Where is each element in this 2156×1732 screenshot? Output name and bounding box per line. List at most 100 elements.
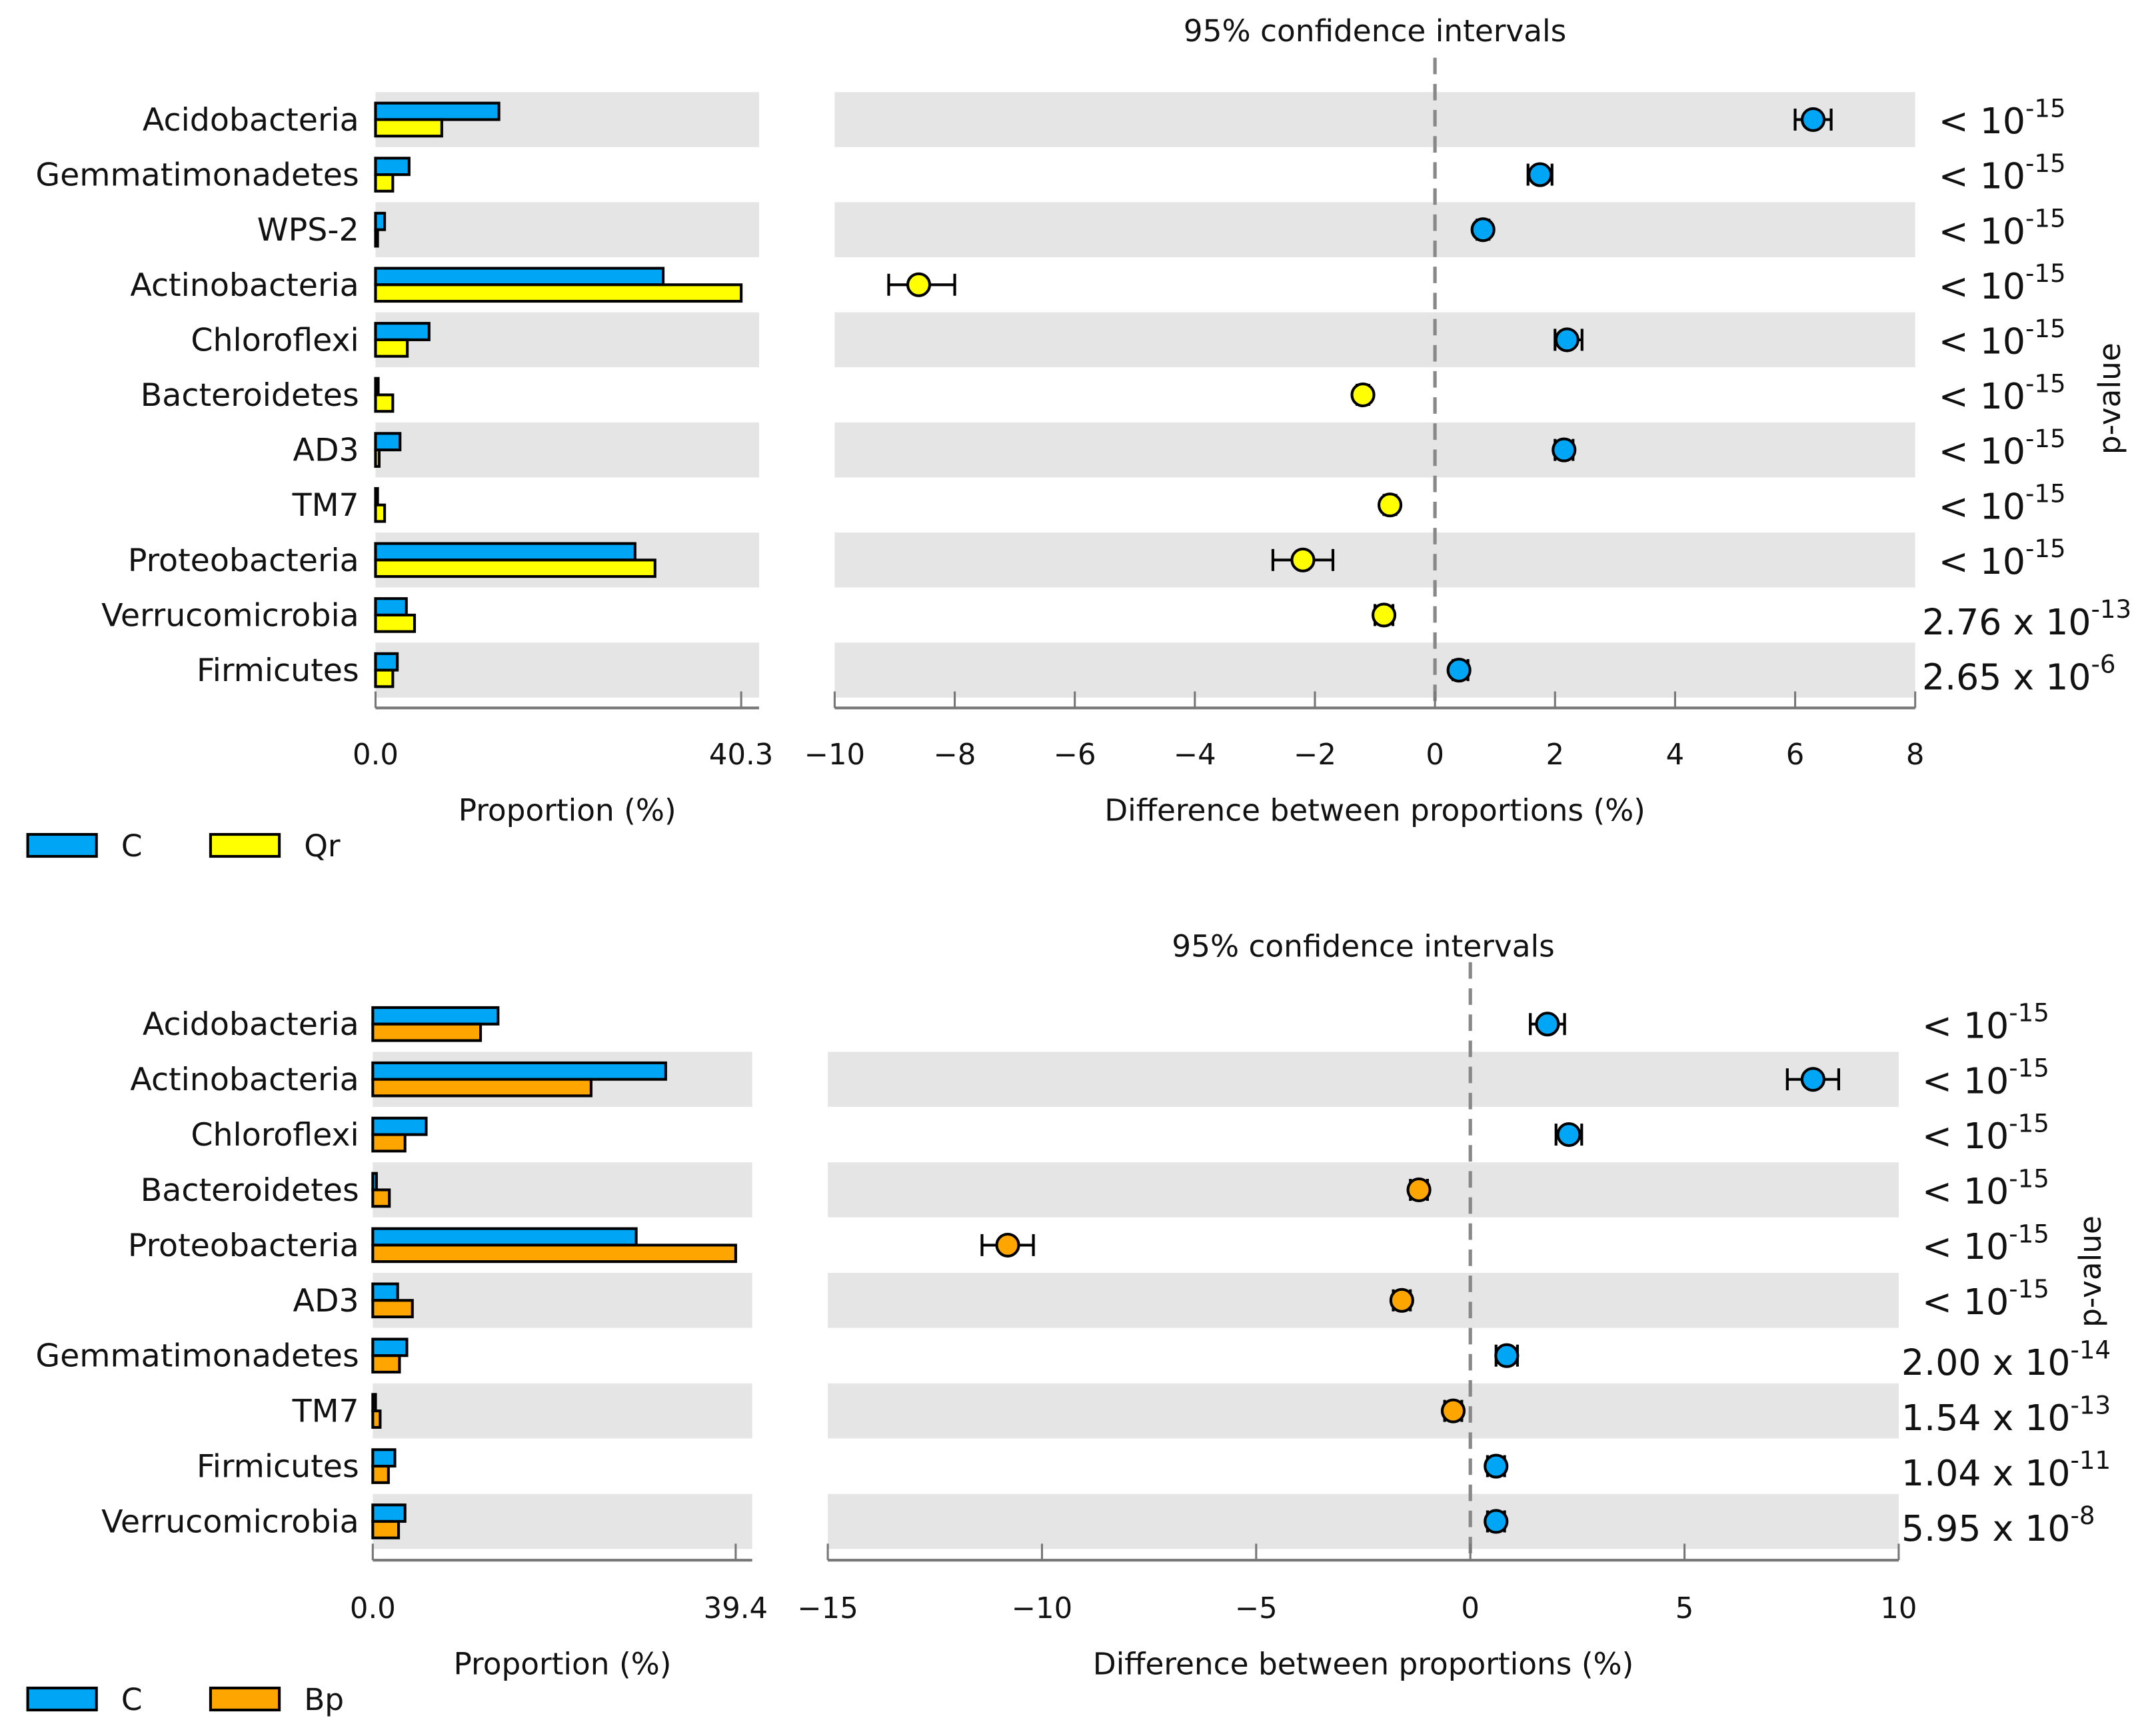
diff-xlabel: Difference between proportions (%) [1093, 1646, 1634, 1681]
category-label: Actinobacteria [130, 1062, 359, 1098]
difference-point [1440, 1398, 1466, 1423]
bar-C [371, 1393, 377, 1413]
row-shade-right [834, 642, 1915, 698]
p-value-text: 1.04 x 10-11 [1901, 1446, 2111, 1494]
difference-point [995, 1232, 1020, 1258]
p-value-base: < 10 [1922, 1004, 2009, 1046]
p-value-text: 2.65 x 10-6 [1922, 650, 2115, 698]
diff-tick-label: −10 [804, 738, 865, 772]
bar-xlabel: Proportion (%) [454, 1646, 672, 1681]
diff-tick-label: 10 [1880, 1592, 1917, 1625]
p-value-exponent: -11 [2071, 1446, 2111, 1475]
category-label: TM7 [292, 1393, 359, 1430]
bar-Bp [371, 1299, 414, 1319]
p-value-base: < 10 [1922, 1060, 2009, 1102]
row-shade-left [373, 1273, 752, 1328]
p-value-base: < 10 [1922, 1170, 2009, 1212]
p-value-base: < 10 [1939, 375, 2025, 417]
p-value-base: 2.76 x 10 [1922, 601, 2091, 643]
diff-tick-label: 8 [1906, 738, 1925, 772]
row-shade-right [828, 1162, 1899, 1218]
diff-tick-label: 0 [1426, 738, 1444, 772]
panel-2: 95% confidence intervals Acidobacteria < 1… [26, 929, 2111, 1717]
legend-swatch-C [26, 1686, 98, 1712]
row-shade-right [834, 92, 1915, 147]
difference-point [1470, 217, 1496, 243]
bar-Qr [374, 558, 656, 578]
bar-Qr [374, 228, 379, 248]
p-value-exponent: -8 [2071, 1501, 2095, 1530]
bar-C [371, 1227, 638, 1247]
bar-C [371, 1337, 409, 1357]
p-value-exponent: -15 [2009, 1054, 2049, 1083]
bar-Qr [374, 283, 743, 303]
category-label: Proteobacteria [128, 1228, 359, 1264]
difference-point [1552, 437, 1577, 462]
diff-tick-label: −2 [1294, 738, 1336, 772]
diff-tick-label: 2 [1546, 738, 1564, 772]
bar-Qr [374, 448, 381, 468]
category-label: Acidobacteria [143, 102, 359, 139]
category-label: Acidobacteria [143, 1006, 359, 1043]
difference-point [1800, 107, 1826, 133]
bar-xlabel: Proportion (%) [459, 792, 676, 828]
diff-tick-label: −6 [1054, 738, 1096, 772]
p-value-base: < 10 [1939, 485, 2025, 527]
legend-label: C [121, 828, 143, 864]
diff-tick-label: 5 [1675, 1592, 1694, 1625]
p-value-text: 1.54 x 10-13 [1901, 1391, 2111, 1439]
difference-point [1350, 382, 1376, 408]
category-label: Bacteroidetes [141, 377, 359, 414]
diff-tick-label: 4 [1666, 738, 1685, 772]
p-value-exponent: -14 [2071, 1335, 2111, 1364]
p-value-exponent: -15 [2025, 480, 2066, 508]
diff-tick-label: −5 [1235, 1592, 1278, 1625]
row-shade-right [834, 202, 1915, 257]
category-label: Actinobacteria [130, 267, 359, 304]
difference-point [906, 272, 932, 297]
p-value-exponent: -13 [2091, 595, 2131, 624]
p-value-base: 1.54 x 10 [1901, 1397, 2070, 1439]
difference-point [1484, 1509, 1509, 1534]
p-value-exponent: -6 [2091, 650, 2115, 679]
p-value-base: < 10 [1939, 321, 2025, 363]
bar-C [374, 652, 399, 672]
category-label: AD3 [293, 433, 359, 469]
p-value-base: < 10 [1939, 210, 2025, 252]
category-label: Gemmatimonadetes [35, 1338, 359, 1375]
bar-Bp [371, 1078, 592, 1098]
bar-Qr [374, 613, 417, 633]
p-value-exponent: -15 [2009, 999, 2049, 1028]
p-value-base: < 10 [1939, 431, 2025, 472]
bar-C [371, 1172, 378, 1192]
bar-Qr [374, 503, 387, 523]
difference-point [1494, 1343, 1520, 1368]
p-value-text: 2.76 x 10-13 [1922, 595, 2131, 643]
row-shade-right [828, 1383, 1899, 1439]
p-value-exponent: -15 [2009, 1220, 2049, 1248]
p-value-base: < 10 [1939, 540, 2025, 582]
category-label: TM7 [292, 487, 359, 524]
p-value-text: < 10-15 [1939, 425, 2066, 472]
p-value-base: 2.65 x 10 [1922, 656, 2091, 698]
legend-label: Bp [304, 1682, 344, 1717]
bar-C [374, 157, 411, 177]
bar-C [374, 101, 501, 121]
difference-point [1554, 327, 1580, 353]
category-label: Gemmatimonadetes [35, 157, 359, 194]
category-label: Firmicutes [197, 1449, 359, 1485]
category-label: Firmicutes [197, 652, 359, 689]
row-shade-right [834, 422, 1915, 478]
bar-Qr [374, 118, 443, 138]
bar-C [371, 1061, 667, 1081]
category-label: Chloroflexi [191, 322, 359, 359]
diff-xlabel: Difference between proportions (%) [1104, 792, 1645, 828]
bar-tick-label: 0.0 [350, 1592, 396, 1625]
row-shade-right [828, 1493, 1899, 1549]
bar-Bp [371, 1188, 391, 1208]
p-value-exponent: -15 [2009, 1164, 2049, 1193]
category-label: Chloroflexi [191, 1117, 359, 1154]
bar-Qr [374, 338, 409, 358]
bar-Bp [371, 1244, 737, 1264]
